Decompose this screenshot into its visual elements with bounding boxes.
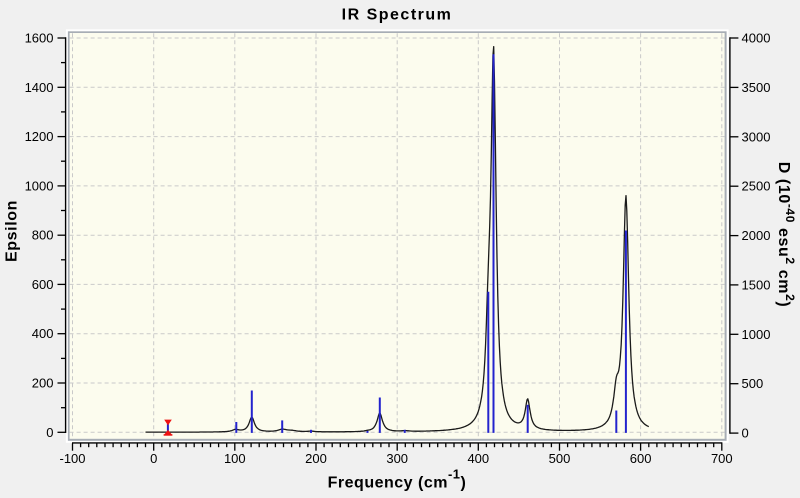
svg-text:0: 0 [742, 426, 749, 441]
svg-text:200: 200 [32, 376, 54, 391]
svg-text:4000: 4000 [742, 31, 771, 46]
svg-text:1400: 1400 [25, 80, 54, 95]
svg-text:3000: 3000 [742, 129, 771, 144]
svg-text:600: 600 [32, 277, 54, 292]
svg-text:1000: 1000 [25, 178, 54, 193]
svg-text:0: 0 [150, 451, 157, 466]
svg-text:1000: 1000 [742, 327, 771, 342]
svg-text:400: 400 [467, 451, 489, 466]
svg-text:3500: 3500 [742, 80, 771, 95]
svg-text:600: 600 [630, 451, 652, 466]
svg-text:0: 0 [46, 425, 53, 440]
svg-text:700: 700 [711, 451, 733, 466]
svg-text:2500: 2500 [742, 179, 771, 194]
svg-text:2000: 2000 [742, 228, 771, 243]
svg-text:200: 200 [305, 451, 327, 466]
svg-text:1600: 1600 [25, 31, 54, 46]
svg-text:300: 300 [386, 451, 408, 466]
svg-text:1200: 1200 [25, 129, 54, 144]
svg-text:Epsilon: Epsilon [4, 200, 21, 262]
svg-text:-100: -100 [59, 451, 85, 466]
svg-text:400: 400 [32, 326, 54, 341]
svg-text:IR Spectrum: IR Spectrum [342, 7, 453, 24]
svg-text:800: 800 [32, 228, 54, 243]
svg-text:D (10-40 esu2 cm2): D (10-40 esu2 cm2) [775, 162, 797, 308]
svg-text:500: 500 [742, 376, 764, 391]
svg-text:500: 500 [549, 451, 571, 466]
svg-text:1500: 1500 [742, 277, 771, 292]
svg-text:100: 100 [224, 451, 246, 466]
